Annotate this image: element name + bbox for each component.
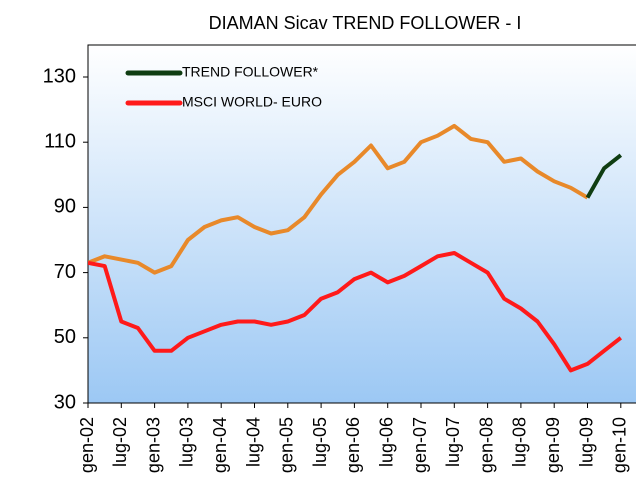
x-tick-label: gen-09 [543,417,563,473]
x-tick-label: lug-06 [376,417,396,467]
y-tick-label: 30 [54,391,76,413]
y-tick-label: 130 [43,65,76,87]
y-tick-label: 90 [54,196,76,218]
x-tick-label: lug-08 [510,417,530,467]
x-tick-label: gen-07 [410,417,430,473]
plot [88,123,623,373]
series-line [88,123,589,275]
x-tick-label: lug-09 [576,417,596,467]
x-tick-label: gen-02 [77,417,97,473]
y-tick-label: 50 [54,326,76,348]
y-tick-label: 110 [44,130,76,152]
x-tick-label: lug-03 [177,417,197,467]
legend-label: TREND FOLLOWER* [182,64,319,80]
x-tick-label: gen-08 [476,417,496,473]
x-tick-label: lug-07 [443,417,463,467]
series-line [88,251,623,373]
x-tick-label: lug-02 [110,417,130,467]
x-tick-label: lug-05 [310,417,330,467]
x-tick-label: gen-05 [277,417,297,473]
y-tick-label: 70 [54,261,76,283]
x-tick-label: gen-04 [210,417,230,473]
x-tick-label: gen-10 [610,417,630,473]
x-tick-label: gen-03 [143,417,163,473]
x-tick-label: lug-04 [243,417,263,467]
chart-title: DIAMAN Sicav TREND FOLLOWER - I [209,13,522,33]
x-tick-label: gen-06 [343,417,363,473]
legend-label: MSCI WORLD- EURO [182,94,322,110]
series-line [585,153,623,199]
